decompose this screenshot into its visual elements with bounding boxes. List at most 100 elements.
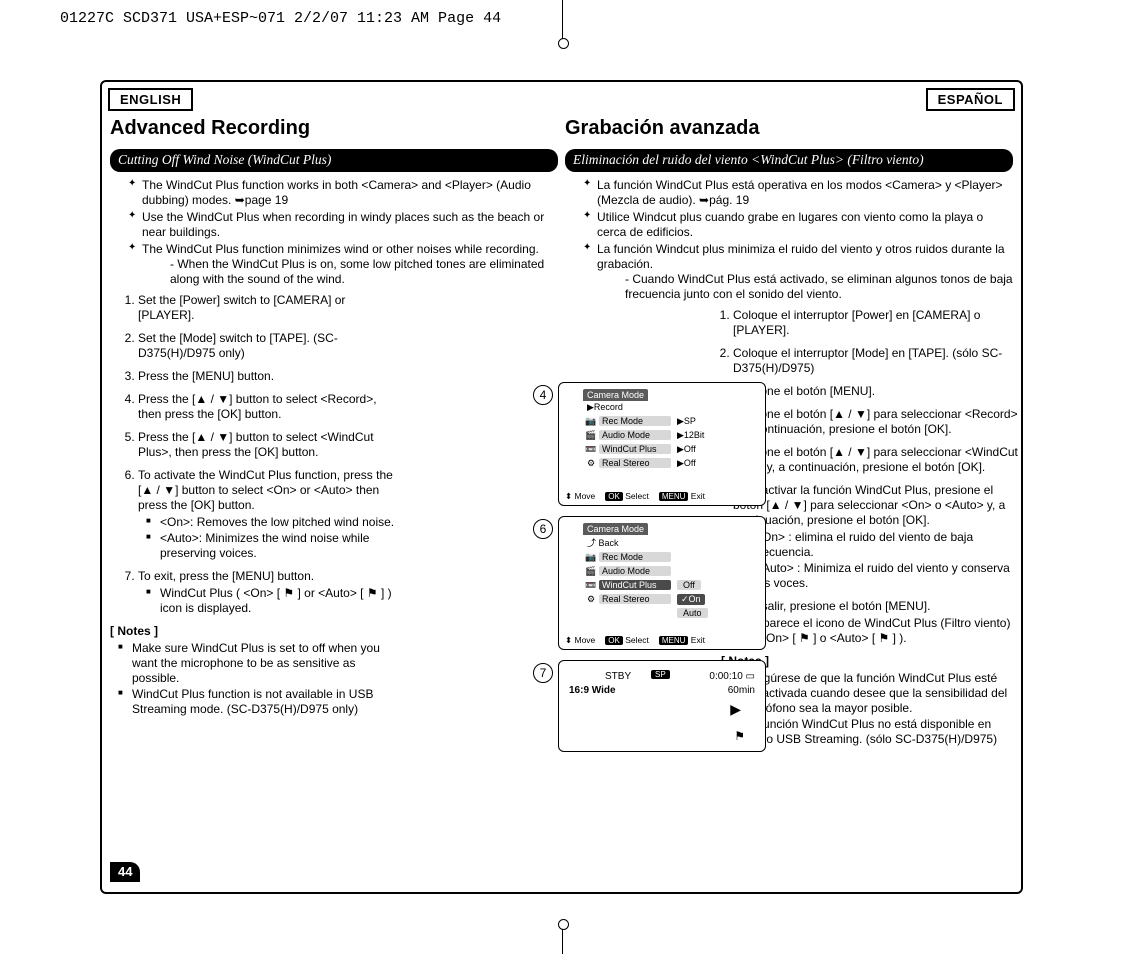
menu-title: Camera Mode bbox=[583, 389, 648, 401]
figures: 4 Camera Mode ▶Record 📷Rec Mode▶SP 🎬Audi… bbox=[558, 382, 766, 762]
sp-badge: SP bbox=[651, 670, 670, 679]
menu-title: Camera Mode bbox=[583, 523, 648, 535]
substep: <Auto>: Minimizes the wind noise while p… bbox=[146, 531, 398, 561]
tape-icon: ▭ bbox=[746, 671, 755, 682]
title-es: Grabación avanzada bbox=[565, 116, 1013, 141]
timecode: 0:00:10 ▭ bbox=[709, 671, 755, 682]
intro-es: La función WindCut Plus está operativa e… bbox=[583, 178, 1013, 302]
step: Coloque el interruptor [Power] en [CAMER… bbox=[733, 308, 1025, 338]
step: Set the [Mode] switch to [TAPE]. (SC-D37… bbox=[138, 331, 558, 361]
substep: Aparece el icono de WindCut Plus (Filtro… bbox=[741, 616, 1025, 646]
section-es: Eliminación del ruido del viento <WindCu… bbox=[565, 149, 1013, 172]
intro-sub: When the WindCut Plus is on, some low pi… bbox=[170, 257, 558, 287]
step: Para activar la función WindCut Plus, pr… bbox=[733, 483, 1025, 591]
notes-es: Asegúrese de que la función WindCut Plus… bbox=[729, 671, 1013, 747]
menu-tag: MENU bbox=[659, 492, 689, 501]
notes-en: Make sure WindCut Plus is set to off whe… bbox=[118, 641, 398, 717]
menu-val: Off bbox=[677, 580, 701, 590]
crop-header: 01227C SCD371 USA+ESP~071 2/2/07 11:23 A… bbox=[60, 10, 501, 27]
camera-icon: 📷 bbox=[583, 416, 599, 427]
menu-val: Auto bbox=[677, 608, 708, 618]
step: Para salir, presione el botón [MENU]. Ap… bbox=[733, 599, 1025, 646]
menu-item: Rec Mode bbox=[599, 416, 671, 426]
menu-val: ▶12Bit bbox=[677, 430, 704, 441]
menu-val-selected: ✓On bbox=[677, 594, 705, 605]
ok-tag: OK bbox=[605, 492, 623, 501]
page-frame: ENGLISH ESPAÑOL Advanced Recording Cutti… bbox=[100, 80, 1023, 894]
figure-number: 7 bbox=[533, 663, 553, 683]
section-en: Cutting Off Wind Noise (WindCut Plus) bbox=[110, 149, 558, 172]
menu-header: ▶Record bbox=[583, 401, 759, 414]
intro-item: La función WindCut Plus está operativa e… bbox=[583, 178, 1013, 208]
ok-tag: OK bbox=[605, 636, 623, 645]
rec-icon: 🎬 bbox=[583, 430, 599, 441]
substep: <On> : elimina el ruido del viento de ba… bbox=[741, 530, 1025, 560]
rec-icon: 🎬 bbox=[583, 566, 599, 577]
menu-item: Audio Mode bbox=[599, 566, 671, 576]
step: Press the [▲ / ▼] button to select <Reco… bbox=[138, 392, 558, 422]
intro-sub: Cuando WindCut Plus está activado, se el… bbox=[625, 272, 1013, 302]
windcut-icon: ⚑ bbox=[734, 729, 745, 743]
notes-header-en: [ Notes ] bbox=[110, 624, 398, 639]
menu-item: Rec Mode bbox=[599, 552, 671, 562]
menu-item: Audio Mode bbox=[599, 430, 671, 440]
step: Presione el botón [▲ / ▼] para seleccion… bbox=[733, 445, 1025, 475]
menu-val: ▶Off bbox=[677, 444, 696, 455]
menu-item-selected: WindCut Plus bbox=[599, 580, 671, 590]
time-remaining: 60min bbox=[728, 685, 755, 696]
wide-label: 16:9 Wide bbox=[569, 685, 616, 696]
intro-item: The WindCut Plus function works in both … bbox=[128, 178, 558, 208]
note: WindCut Plus function is not available i… bbox=[118, 687, 398, 717]
menu-header: ⤴ Back bbox=[583, 535, 759, 550]
stby-label: STBY bbox=[605, 671, 631, 682]
camera-icon: 📷 bbox=[583, 552, 599, 563]
intro-item: The WindCut Plus function minimizes wind… bbox=[128, 242, 558, 287]
tape-icon: 📼 bbox=[583, 444, 599, 455]
step: Presione el botón [▲ / ▼] para seleccion… bbox=[733, 407, 1025, 437]
nav-bar: ⬍ Move OK Select MENU Exit bbox=[565, 635, 759, 646]
tape-icon: 📼 bbox=[583, 580, 599, 591]
menu-item: Real Stereo bbox=[599, 458, 671, 468]
menu-item: WindCut Plus bbox=[599, 444, 671, 454]
page-number: 44 bbox=[110, 862, 140, 882]
note: Asegúrese de que la función WindCut Plus… bbox=[729, 671, 1013, 716]
step: Presione el botón [MENU]. bbox=[733, 384, 1025, 399]
substep: <Auto> : Minimiza el ruido del viento y … bbox=[741, 561, 1025, 591]
note: La función WindCut Plus no está disponib… bbox=[729, 717, 1013, 747]
lang-english: ENGLISH bbox=[108, 88, 193, 111]
figure-7: 7 STBY SP 0:00:10 ▭ 60min 16:9 Wide ▶ ⚑ bbox=[558, 660, 766, 752]
crop-mark-top bbox=[562, 0, 563, 45]
note: Make sure WindCut Plus is set to off whe… bbox=[118, 641, 398, 686]
substep: WindCut Plus ( <On> [ ⚑ ] or <Auto> [ ⚑ … bbox=[146, 586, 398, 616]
intro-item: Utilice Windcut plus cuando grabe en lug… bbox=[583, 210, 1013, 240]
nav-bar: ⬍ Move OK Select MENU Exit bbox=[565, 491, 759, 502]
step: To exit, press the [MENU] button. WindCu… bbox=[138, 569, 558, 616]
lang-spanish: ESPAÑOL bbox=[926, 88, 1015, 111]
column-english: Advanced Recording Cutting Off Wind Nois… bbox=[110, 114, 558, 886]
updown-icon: ⬍ bbox=[565, 635, 572, 645]
menu-val: ▶Off bbox=[677, 458, 696, 469]
gear-icon: ⚙ bbox=[583, 594, 599, 605]
title-en: Advanced Recording bbox=[110, 116, 558, 141]
intro-item: La función Windcut plus minimiza el ruid… bbox=[583, 242, 1013, 302]
crop-mark-bottom bbox=[562, 929, 563, 954]
play-icon: ▶ bbox=[730, 701, 741, 718]
menu-val: ▶SP bbox=[677, 416, 696, 427]
figure-number: 4 bbox=[533, 385, 553, 405]
steps-en: Set the [Power] switch to [CAMERA] or [P… bbox=[128, 293, 558, 616]
figure-4: 4 Camera Mode ▶Record 📷Rec Mode▶SP 🎬Audi… bbox=[558, 382, 766, 506]
step: To activate the WindCut Plus function, p… bbox=[138, 468, 558, 561]
step: Press the [MENU] button. bbox=[138, 369, 558, 384]
menu-item: Real Stereo bbox=[599, 594, 671, 604]
updown-icon: ⬍ bbox=[565, 491, 572, 501]
step: Press the [▲ / ▼] button to select <Wind… bbox=[138, 430, 558, 460]
menu-tag: MENU bbox=[659, 636, 689, 645]
intro-en: The WindCut Plus function works in both … bbox=[128, 178, 558, 287]
figure-number: 6 bbox=[533, 519, 553, 539]
figure-6: 6 Camera Mode ⤴ Back 📷Rec Mode 🎬Audio Mo… bbox=[558, 516, 766, 650]
substep: <On>: Removes the low pitched wind noise… bbox=[146, 515, 398, 530]
step: Set the [Power] switch to [CAMERA] or [P… bbox=[138, 293, 558, 323]
step: Coloque el interruptor [Mode] en [TAPE].… bbox=[733, 346, 1025, 376]
intro-item: Use the WindCut Plus when recording in w… bbox=[128, 210, 558, 240]
gear-icon: ⚙ bbox=[583, 458, 599, 469]
